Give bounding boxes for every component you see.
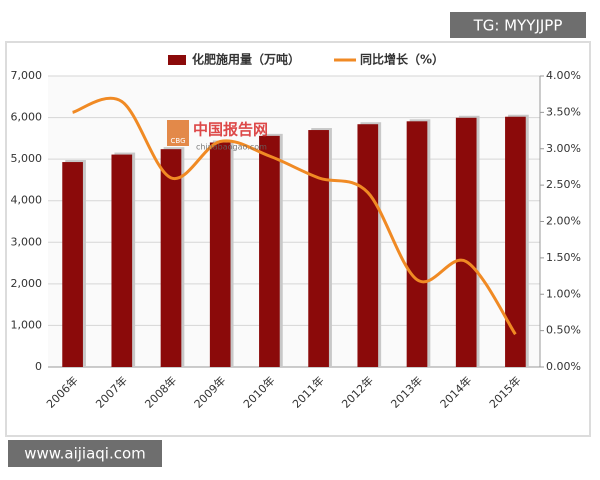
y2-tick-label: 0.50%	[546, 324, 581, 337]
logo-badge	[167, 120, 189, 146]
watermark-box	[450, 12, 586, 38]
bar	[209, 142, 231, 367]
logo-title: 中国报告网	[193, 121, 268, 139]
line	[72, 96, 517, 336]
y2-tick-label: 4.00%	[546, 69, 581, 82]
bar	[62, 162, 83, 367]
legend-label: 同比增长（%）	[360, 52, 444, 67]
legend-swatch	[168, 55, 186, 65]
bar	[111, 154, 133, 367]
bar	[308, 130, 329, 367]
bar	[455, 117, 477, 367]
logo-badge-text: CBG	[171, 137, 186, 145]
bar	[160, 149, 182, 367]
y-tick-label: 0	[35, 360, 42, 373]
bar	[505, 116, 526, 368]
bar	[357, 124, 379, 367]
watermark: TG: MYYJJPP	[473, 17, 563, 35]
logo-subtitle: chinabaogao.com	[196, 143, 267, 152]
watermark: www.aijiaqi.com	[24, 445, 146, 463]
y-tick-label: 1,000	[11, 318, 43, 331]
y2-tick-label: 0.00%	[546, 360, 581, 373]
y-tick-label: 3,000	[11, 235, 43, 248]
y2-tick-label: 3.00%	[546, 142, 581, 155]
plot-area: 0 1,000 2,000 3,000 4,000 5,000 6,000 7,000 0.00…	[11, 69, 581, 411]
y2-tick-label: 2.00%	[546, 215, 581, 228]
legend-label: 化肥施用量（万吨）	[192, 52, 300, 67]
y-tick-label: 4,000	[11, 194, 43, 207]
logo: CBG 中国报告网 chinabaogao.com	[167, 120, 268, 152]
watermark-box	[8, 440, 162, 467]
y-tick-label: 5,000	[11, 152, 43, 165]
bar	[406, 121, 428, 367]
y2-tick-label: 3.50%	[546, 105, 581, 118]
y2-tick-label: 1.50%	[546, 251, 581, 264]
y2-tick-label: 2.50%	[546, 178, 581, 191]
y-tick-label: 2,000	[11, 277, 43, 290]
y-tick-label: 6,000	[11, 111, 43, 124]
y-tick-label: 7,000	[11, 69, 43, 82]
bar	[259, 135, 280, 367]
y2-tick-label: 1.00%	[546, 287, 581, 300]
